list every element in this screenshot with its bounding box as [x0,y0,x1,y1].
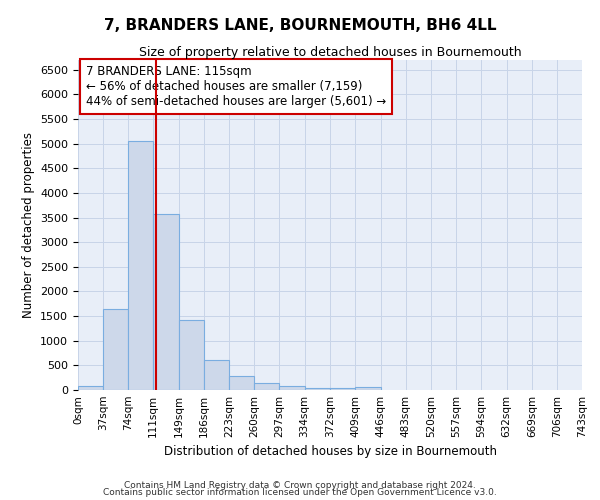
Bar [78,386,103,390]
Text: Contains HM Land Registry data © Crown copyright and database right 2024.: Contains HM Land Registry data © Crown c… [124,480,476,490]
Text: 7, BRANDERS LANE, BOURNEMOUTH, BH6 4LL: 7, BRANDERS LANE, BOURNEMOUTH, BH6 4LL [104,18,496,32]
Text: Contains public sector information licensed under the Open Government Licence v3: Contains public sector information licen… [103,488,497,497]
Bar [204,360,229,390]
Title: Size of property relative to detached houses in Bournemouth: Size of property relative to detached ho… [139,46,521,59]
Bar [229,376,254,390]
Y-axis label: Number of detached properties: Number of detached properties [22,132,35,318]
Bar [179,320,204,390]
Bar [103,308,128,390]
Bar [254,383,280,390]
Bar [305,388,331,390]
Bar [280,386,305,390]
Text: 7 BRANDERS LANE: 115sqm
← 56% of detached houses are smaller (7,159)
44% of semi: 7 BRANDERS LANE: 115sqm ← 56% of detache… [86,65,386,108]
Bar [331,388,355,390]
Bar [153,214,179,390]
X-axis label: Distribution of detached houses by size in Bournemouth: Distribution of detached houses by size … [163,446,497,458]
Bar [128,142,153,390]
Bar [355,387,380,390]
